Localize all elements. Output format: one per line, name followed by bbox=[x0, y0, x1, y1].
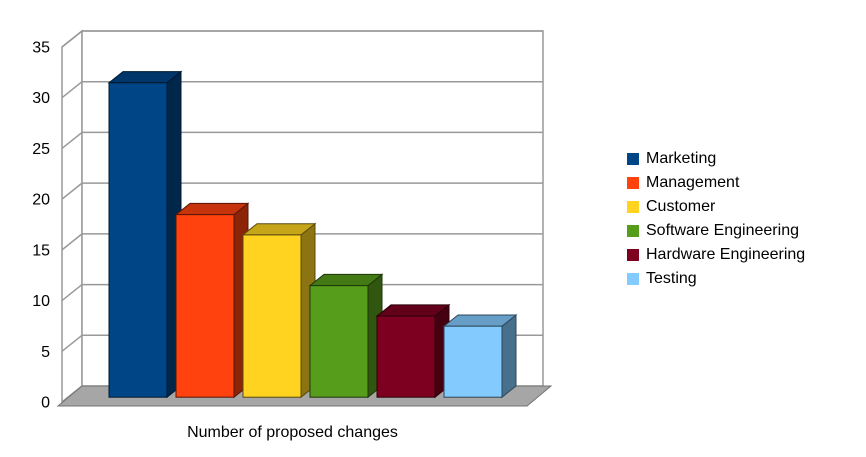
legend-label: Customer bbox=[646, 198, 716, 215]
legend-swatch-icon bbox=[627, 273, 639, 285]
y-tick-label: 0 bbox=[41, 395, 50, 412]
y-tick-label: 20 bbox=[32, 192, 50, 209]
y-tick-label: 10 bbox=[32, 293, 50, 310]
legend-swatch-icon bbox=[627, 177, 639, 189]
legend-label: Testing bbox=[646, 270, 697, 287]
legend-label: Hardware Engineering bbox=[646, 246, 806, 263]
y-tick-label: 5 bbox=[41, 344, 50, 361]
bar-testing bbox=[443, 325, 503, 398]
legend-swatch-icon bbox=[627, 201, 639, 213]
legend-item: Software Engineering bbox=[627, 219, 805, 243]
y-tick-label: 15 bbox=[32, 242, 50, 259]
legend-label: Software Engineering bbox=[646, 222, 799, 239]
y-tick-label: 30 bbox=[32, 90, 50, 107]
legend-label: Marketing bbox=[646, 150, 717, 167]
x-axis-title: Number of proposed changes bbox=[187, 424, 398, 441]
legend: Marketing Management Customer Software Engi… bbox=[627, 147, 805, 291]
bar-management bbox=[175, 214, 235, 398]
y-tick-label: 35 bbox=[32, 40, 50, 57]
legend-swatch-icon bbox=[627, 249, 639, 261]
bar-software-engineering bbox=[309, 285, 369, 398]
legend-item: Marketing bbox=[627, 147, 805, 171]
legend-swatch-icon bbox=[627, 153, 639, 165]
bar-marketing bbox=[108, 82, 168, 398]
legend-item: Testing bbox=[627, 267, 805, 291]
legend-swatch-icon bbox=[627, 225, 639, 237]
bar-customer bbox=[242, 234, 302, 398]
y-tick-label: 25 bbox=[32, 141, 50, 158]
legend-item: Hardware Engineering bbox=[627, 243, 805, 267]
bar-hardware-engineering bbox=[376, 315, 436, 398]
legend-item: Management bbox=[627, 171, 805, 195]
bar-side-face bbox=[501, 313, 517, 399]
legend-label: Management bbox=[646, 174, 740, 191]
legend-item: Customer bbox=[627, 195, 805, 219]
